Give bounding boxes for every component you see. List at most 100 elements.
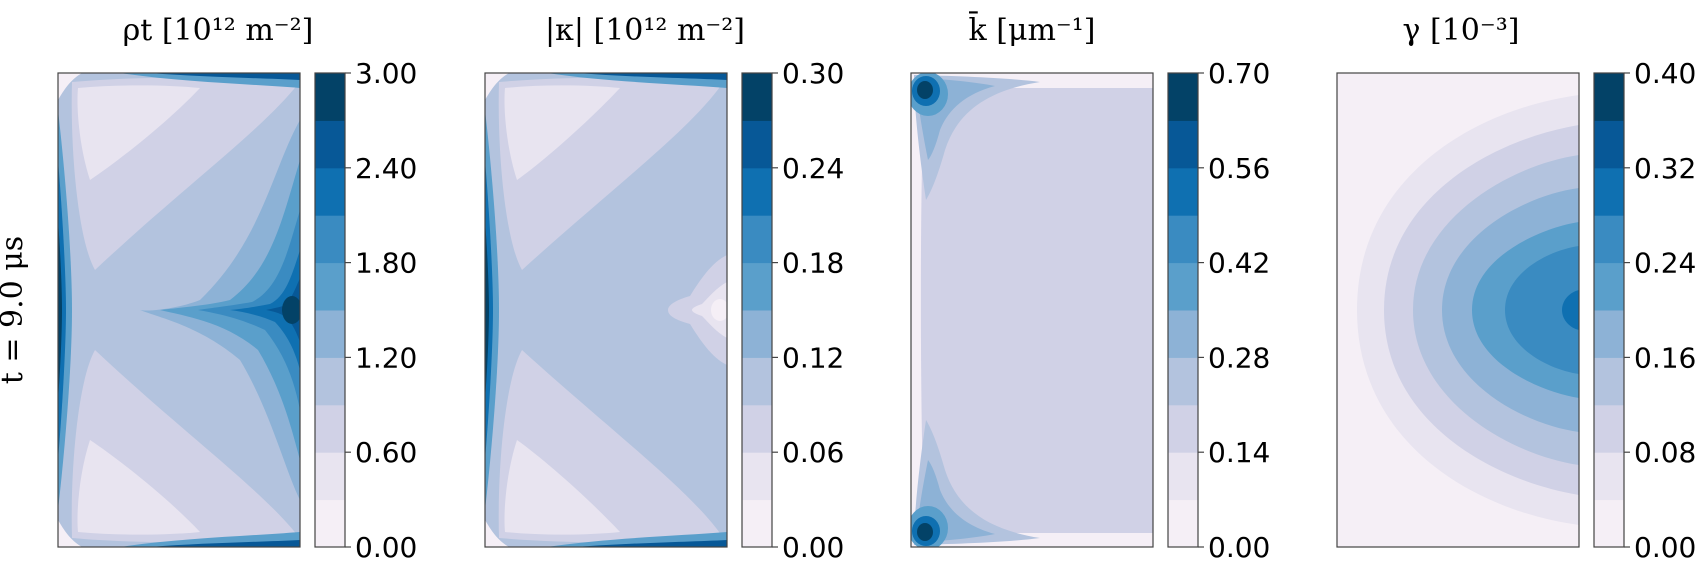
- colorbar-tick-label: 0.00: [782, 531, 844, 561]
- colorbar-swatch: [742, 215, 772, 264]
- contour-level: [485, 520, 509, 547]
- colorbar-tick-label: 0.00: [1208, 531, 1270, 561]
- colorbar-swatch: [1168, 262, 1198, 311]
- panel-rho-t: ρt [10¹² m⁻²] 0.000.601.201.802.4: [57, 13, 417, 561]
- colorbar-tick-label: 2.40: [355, 152, 417, 185]
- plot-frame: [484, 72, 728, 548]
- contour-level: [58, 220, 62, 400]
- panel-kappa: |κ| [10¹² m⁻²] 0.00 0.06 0.12 0.18 0.24 0.30: [484, 13, 844, 561]
- colorbar-tick-label: 0.24: [1634, 247, 1696, 280]
- colorbar-tick-label: 0.70: [1208, 57, 1270, 90]
- colorbar-swatch: [742, 120, 772, 169]
- contour-level: [58, 520, 82, 547]
- contour-level: [504, 440, 620, 535]
- contour-level: [577, 73, 727, 80]
- plot-frame: [1336, 72, 1580, 548]
- colorbar-tick-label: 0.32: [1634, 152, 1696, 185]
- contour-level: [577, 540, 727, 547]
- colorbar-frame: [1593, 72, 1625, 548]
- contour-level: [692, 282, 727, 338]
- contour-level: [917, 523, 933, 541]
- colorbar-tick-label: 0.60: [355, 436, 417, 469]
- contour-level: [920, 88, 1153, 533]
- colorbar-swatch: [1594, 452, 1624, 501]
- colorbar-swatch: [1594, 215, 1624, 264]
- colorbar-swatch: [315, 215, 345, 264]
- contour-level: [282, 296, 300, 324]
- colorbar-tick-label: 0.30: [782, 57, 844, 90]
- heatmap-field: [58, 73, 300, 547]
- colorbar-tick-label: 0.06: [782, 436, 844, 469]
- colorbar-swatch: [315, 310, 345, 358]
- contour-level: [917, 81, 933, 99]
- colorbar-swatch: [1594, 499, 1624, 548]
- colorbar-tick-label: 0.00: [355, 531, 417, 561]
- heatmap-field: [911, 73, 1153, 547]
- colorbar-swatch: [1168, 499, 1198, 548]
- panel-title: ρt [10¹² m⁻²]: [123, 13, 314, 48]
- colorbar-tick-label: 0.56: [1208, 152, 1270, 185]
- contour-level: [485, 73, 509, 100]
- row-label: t = 9.0 μs: [0, 236, 30, 384]
- plot-frame: [910, 72, 1154, 548]
- panel-kbar: k̄ [μm⁻¹] 0.00 0.14 0.28 0.42 0.56 0.70: [910, 10, 1270, 561]
- colorbar-swatch: [1168, 215, 1198, 264]
- colorbar-swatch: [742, 73, 772, 121]
- colorbar-swatch: [1168, 404, 1198, 453]
- colorbar-swatch: [1168, 452, 1198, 501]
- colorbar-frame: [1167, 72, 1199, 548]
- contour-level: [1505, 246, 1579, 374]
- colorbar-swatch: [742, 310, 772, 358]
- colorbar-tick-label: 0.12: [782, 341, 844, 374]
- colorbar-tick-label: 0.08: [1634, 436, 1696, 469]
- colorbar-tick-label: 0.40: [1634, 57, 1696, 90]
- colorbar-swatch: [1594, 120, 1624, 169]
- contour-level: [77, 440, 200, 535]
- colorbar-swatch: [1168, 120, 1198, 169]
- colorbar: 0.00 0.14 0.28 0.42 0.56 0.70: [1167, 57, 1270, 561]
- colorbar-tick-label: 0.18: [782, 247, 844, 280]
- colorbar-swatch: [1168, 73, 1198, 121]
- colorbar-swatch: [315, 73, 345, 121]
- colorbar-swatch: [742, 357, 772, 406]
- colorbar-swatch: [315, 262, 345, 311]
- colorbar-swatch: [742, 452, 772, 501]
- colorbar-swatch: [742, 404, 772, 453]
- colorbar-swatch: [742, 499, 772, 548]
- colorbar-swatch: [1168, 167, 1198, 216]
- colorbar-swatch: [315, 357, 345, 406]
- colorbar-swatch: [315, 167, 345, 216]
- colorbar: 0.00 0.06 0.12 0.18 0.24 0.30: [741, 57, 844, 561]
- colorbar-swatch: [1168, 357, 1198, 406]
- heatmap-field: [485, 73, 727, 547]
- contour-level: [77, 85, 200, 180]
- heatmap-field: [1337, 73, 1579, 547]
- colorbar-frame: [741, 72, 773, 548]
- colorbar-swatch: [1594, 167, 1624, 216]
- colorbar-tick-label: 0.14: [1208, 436, 1270, 469]
- contour-level: [150, 73, 300, 80]
- colorbar-tick-label: 1.20: [355, 341, 417, 374]
- colorbar-swatch: [1594, 404, 1624, 453]
- colorbar-swatch: [1594, 310, 1624, 358]
- panel-title: k̄ [μm⁻¹]: [969, 10, 1096, 48]
- colorbar-swatch: [315, 499, 345, 548]
- colorbar-swatch: [1168, 310, 1198, 358]
- colorbar: 0.00 0.60 1.20 1.80 2.40 3.00: [314, 57, 417, 561]
- colorbar-tick-label: 1.80: [355, 247, 417, 280]
- colorbar-tick-label: 0.28: [1208, 341, 1270, 374]
- colorbar: 0.00 0.08 0.16 0.24 0.32 0.40: [1593, 57, 1696, 561]
- contour-level: [230, 250, 300, 370]
- colorbar-swatch: [1594, 262, 1624, 311]
- contour-level: [150, 540, 300, 547]
- panel-title: γ [10⁻³]: [1403, 13, 1520, 48]
- colorbar-swatch: [742, 167, 772, 216]
- contour-level: [58, 73, 82, 100]
- contour-level: [711, 299, 727, 321]
- colorbar-swatch: [1594, 73, 1624, 121]
- colorbar-tick-label: 0.42: [1208, 247, 1270, 280]
- contour-level: [1562, 290, 1579, 330]
- colorbar-swatch: [315, 120, 345, 169]
- contour-level: [485, 220, 489, 400]
